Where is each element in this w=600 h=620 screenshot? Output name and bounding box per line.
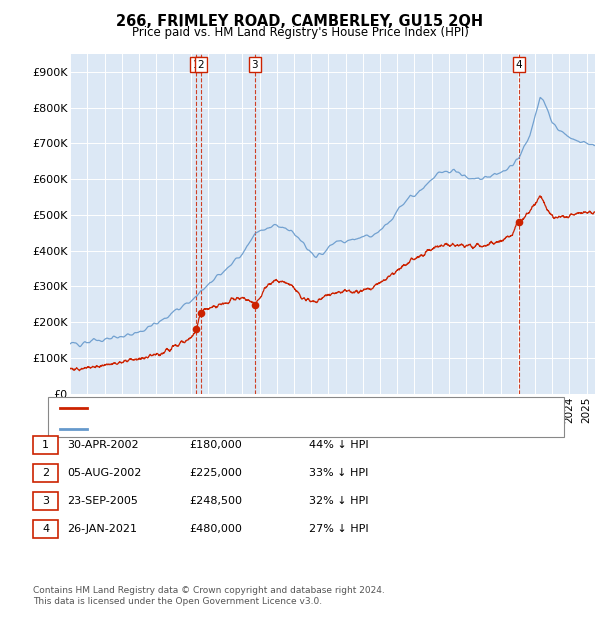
Text: 2: 2 xyxy=(42,468,49,478)
Text: 32% ↓ HPI: 32% ↓ HPI xyxy=(309,496,368,506)
Text: 266, FRIMLEY ROAD, CAMBERLEY, GU15 2QH: 266, FRIMLEY ROAD, CAMBERLEY, GU15 2QH xyxy=(116,14,484,29)
Text: 23-SEP-2005: 23-SEP-2005 xyxy=(67,496,138,506)
Text: £180,000: £180,000 xyxy=(189,440,242,450)
Text: 33% ↓ HPI: 33% ↓ HPI xyxy=(309,468,368,478)
Text: 3: 3 xyxy=(42,496,49,506)
Text: 4: 4 xyxy=(515,60,522,69)
Text: £225,000: £225,000 xyxy=(189,468,242,478)
Text: 4: 4 xyxy=(42,524,49,534)
Text: Contains HM Land Registry data © Crown copyright and database right 2024.
This d: Contains HM Land Registry data © Crown c… xyxy=(33,585,385,606)
Text: 3: 3 xyxy=(251,60,258,69)
Text: 27% ↓ HPI: 27% ↓ HPI xyxy=(309,524,368,534)
Text: 266, FRIMLEY ROAD, CAMBERLEY, GU15 2QH (detached house): 266, FRIMLEY ROAD, CAMBERLEY, GU15 2QH (… xyxy=(93,403,422,413)
Text: 30-APR-2002: 30-APR-2002 xyxy=(67,440,139,450)
Text: 44% ↓ HPI: 44% ↓ HPI xyxy=(309,440,368,450)
Text: 2: 2 xyxy=(197,60,204,69)
Text: 05-AUG-2002: 05-AUG-2002 xyxy=(67,468,142,478)
Text: 26-JAN-2021: 26-JAN-2021 xyxy=(67,524,137,534)
Text: £480,000: £480,000 xyxy=(189,524,242,534)
Text: £248,500: £248,500 xyxy=(189,496,242,506)
Text: Price paid vs. HM Land Registry's House Price Index (HPI): Price paid vs. HM Land Registry's House … xyxy=(131,26,469,39)
Text: HPI: Average price, detached house, Surrey Heath: HPI: Average price, detached house, Surr… xyxy=(93,424,355,434)
Text: 1: 1 xyxy=(193,60,200,69)
Text: 1: 1 xyxy=(42,440,49,450)
